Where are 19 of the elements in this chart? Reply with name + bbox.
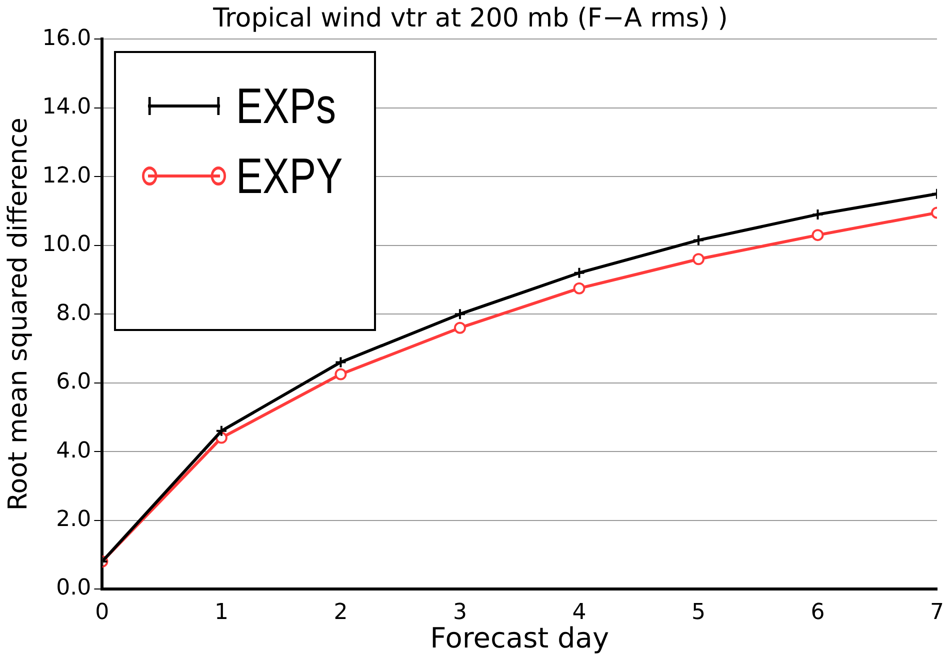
y-tick-label: 4.0 (56, 438, 92, 464)
y-tick-label: 6.0 (56, 370, 92, 395)
y-tick-label: 8.0 (56, 300, 92, 326)
x-tick-label: 6 (810, 600, 825, 625)
y-tick-label: 2.0 (56, 506, 92, 532)
y-tick-label: 10.0 (42, 232, 92, 258)
x-tick-label: 7 (930, 600, 944, 625)
y-axis-title: Root mean squared difference (3, 118, 34, 511)
y-tick-label: 14.0 (42, 94, 92, 120)
y-tick-label: 0.0 (56, 576, 92, 601)
x-tick-label: 1 (214, 600, 228, 625)
chart-subtitle: Tropical wind vtr at 200 mb (F−A rms) ) (212, 3, 728, 34)
legend-label: EXPY (236, 147, 343, 206)
x-tick-label: 2 (334, 600, 348, 625)
x-tick-label: 0 (95, 600, 110, 625)
x-tick-label: 5 (691, 600, 706, 625)
legend-label: EXPs (236, 77, 336, 136)
y-tick-label: 16.0 (42, 26, 92, 51)
y-tick-label: 12.0 (42, 163, 92, 188)
